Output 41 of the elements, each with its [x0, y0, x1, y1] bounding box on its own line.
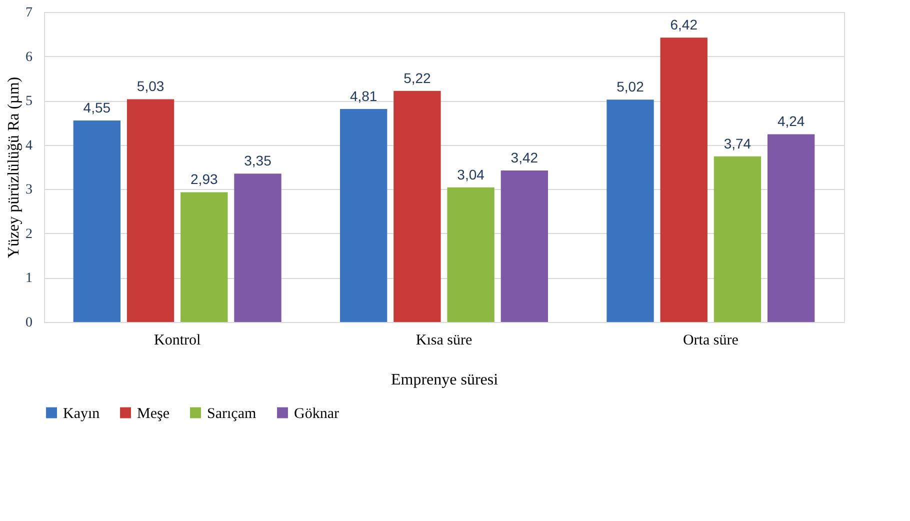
- data-label: 3,42: [510, 150, 538, 166]
- bar: [447, 187, 494, 322]
- data-label: 4,55: [83, 100, 111, 116]
- bar: [660, 38, 708, 322]
- bar: [606, 100, 654, 322]
- data-label: 3,35: [244, 152, 272, 169]
- y-tick-label: 6: [26, 50, 32, 65]
- x-tick-label: Kısa süre: [416, 332, 472, 348]
- legend-label: Sarıçam: [207, 406, 256, 422]
- y-tick-label: 5: [26, 94, 32, 110]
- data-label: 4,81: [350, 88, 378, 104]
- bar: [73, 120, 121, 322]
- data-label: 3,04: [457, 166, 485, 182]
- bar: [767, 134, 815, 322]
- bar: [340, 108, 388, 322]
- x-axis-title: Emprenye süresi: [390, 372, 499, 388]
- legend-label: Kayın: [63, 406, 100, 422]
- x-tick-label: Orta süre: [682, 332, 739, 348]
- legend-label: Göknar: [294, 406, 339, 422]
- bar: [180, 192, 228, 322]
- data-label: 5,02: [616, 78, 644, 95]
- legend-label: Meşe: [137, 406, 170, 422]
- bar: [126, 99, 174, 322]
- data-label: 3,74: [724, 135, 752, 152]
- y-axis-title: Yüzey pürüzlülüğü Ra (µm): [6, 76, 22, 258]
- x-tick-label: Kontrol: [154, 332, 201, 348]
- data-label: 4,24: [777, 113, 805, 130]
- y-tick-label: 1: [26, 271, 32, 286]
- data-label: 5,22: [404, 70, 432, 86]
- y-tick-label: 7: [26, 6, 32, 20]
- bar: [234, 174, 282, 322]
- y-tick-label: 4: [26, 138, 32, 154]
- bar: [714, 156, 762, 322]
- y-tick-label: 3: [26, 182, 32, 198]
- bar: [500, 170, 548, 322]
- bar: [394, 90, 441, 322]
- y-tick-label: 2: [26, 226, 32, 242]
- data-label: 5,03: [136, 78, 164, 94]
- y-tick-label: 0: [26, 316, 32, 330]
- data-label: 2,93: [190, 171, 218, 188]
- data-label: 6,42: [670, 16, 698, 33]
